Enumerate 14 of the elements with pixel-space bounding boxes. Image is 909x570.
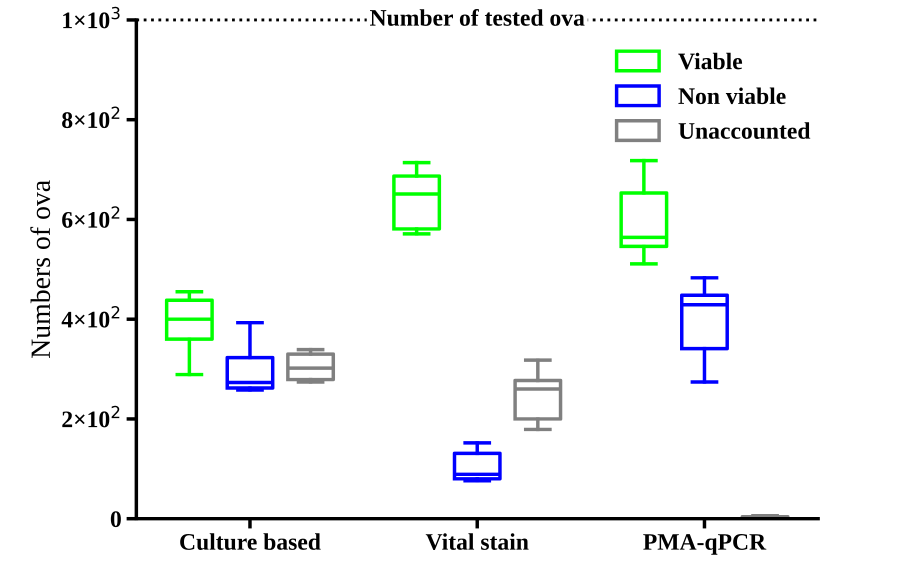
y-tick-label: 6×10$^{2}$	[62, 206, 120, 228]
x-tick-label: Vital stain	[426, 533, 529, 550]
y-tick-label: 2×10$^{2}$	[62, 406, 120, 428]
y-tick-label: 1×10$^{3}$	[63, 6, 120, 28]
x-tick-label: Culture based	[180, 533, 321, 550]
ref-line-label: Number of tested ova	[370, 9, 585, 26]
x-tick-label: PMA-qPCR	[643, 534, 766, 555]
legend-label: Non viable	[678, 88, 786, 104]
y-tick-label: 0	[110, 511, 121, 528]
y-tick-label: 4×10$^{2}$	[62, 306, 120, 328]
legend-label: Unaccounted	[678, 122, 810, 139]
y-axis-title: Numbers of ova	[30, 180, 50, 358]
legend-label: Viable	[678, 52, 742, 70]
y-tick-label: 8×10$^{2}$	[62, 106, 120, 128]
